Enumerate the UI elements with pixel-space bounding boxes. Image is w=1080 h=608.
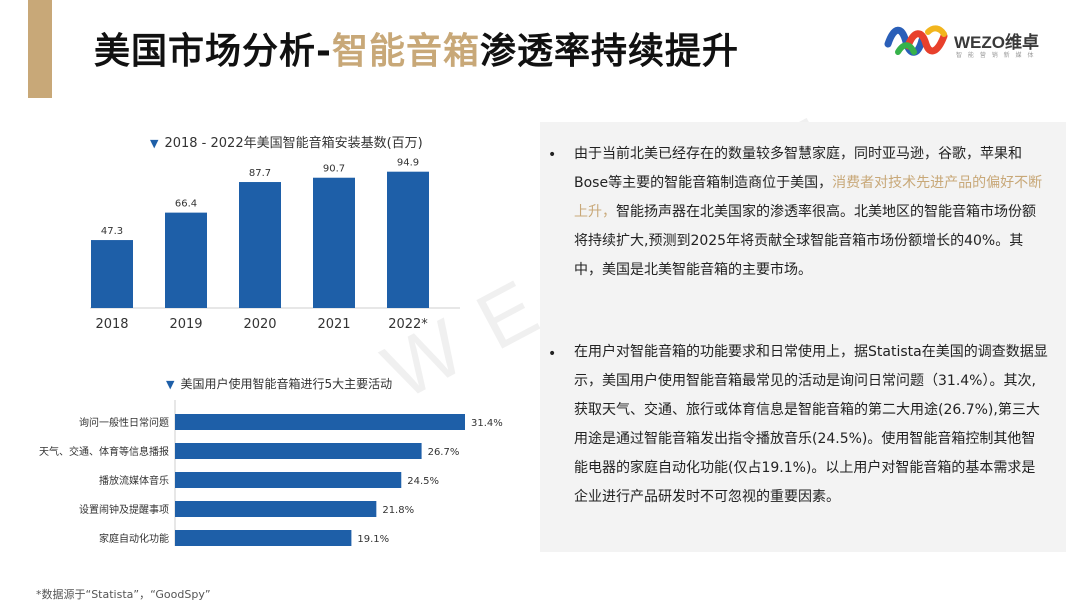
bar bbox=[239, 182, 281, 308]
bar bbox=[91, 240, 133, 308]
x-tick-label: 2021 bbox=[317, 317, 350, 332]
logo-text: WEZO维卓 bbox=[954, 33, 1039, 52]
bar bbox=[387, 171, 429, 308]
data-label: 31.4% bbox=[471, 418, 503, 429]
text-panel: • 由于当前北美已经存在的数量较多智慧家庭，同时亚马逊，谷歌，苹果和Bose等主… bbox=[540, 122, 1066, 552]
x-tick-label: 2018 bbox=[95, 317, 128, 332]
wezo-logo: WEZO维卓 智 能 营 销 新 媒 体 bbox=[884, 22, 1064, 62]
page-title: 美国市场分析-智能音箱渗透率持续提升 bbox=[94, 22, 739, 74]
bar bbox=[175, 501, 377, 517]
data-label: 47.3 bbox=[101, 226, 123, 237]
y-tick-label: 家庭自动化功能 bbox=[99, 532, 169, 545]
y-tick-label: 天气、交通、体育等信息播报 bbox=[39, 445, 169, 458]
title-accent-bar bbox=[28, 0, 52, 98]
data-label: 21.8% bbox=[382, 505, 414, 516]
chart2-title-text: 美国用户使用智能音箱进行5大主要活动 bbox=[180, 377, 393, 391]
data-label: 87.7 bbox=[249, 168, 271, 179]
y-tick-label: 设置闹钟及提醒事项 bbox=[79, 503, 169, 516]
data-label: 90.7 bbox=[323, 164, 345, 175]
bar bbox=[165, 212, 207, 308]
bar bbox=[175, 472, 402, 488]
triangle-down-icon: ▼ bbox=[166, 378, 175, 391]
x-tick-label: 2022* bbox=[388, 317, 428, 332]
bar bbox=[175, 443, 422, 459]
activities-bar-chart: 询问一般性日常问题 31.4% 天气、交通、体育等信息播报 26.7% 播放流媒体音乐 2… bbox=[39, 400, 503, 546]
paragraph-1-part-a: 由于当前北美已经存在的数量较多智慧家庭，同时亚马逊，谷歌，苹果和Bose等主要的… bbox=[574, 146, 1022, 191]
title-suffix: 渗透率持续提升 bbox=[479, 31, 739, 72]
data-label: 24.5% bbox=[407, 476, 439, 487]
installed-base-bar-chart: 47.3 2018 66.4 2019 87.7 2020 90.7 2021 94.9 2022… bbox=[90, 158, 460, 332]
data-label: 94.9 bbox=[397, 158, 419, 169]
y-tick-label: 询问一般性日常问题 bbox=[79, 416, 169, 429]
title-prefix: 美国市场分析- bbox=[94, 31, 332, 72]
paragraph-1: 由于当前北美已经存在的数量较多智慧家庭，同时亚马逊，谷歌，苹果和Bose等主要的… bbox=[574, 140, 1048, 285]
data-label: 26.7% bbox=[428, 447, 460, 458]
chart1-title-text: 2018 - 2022年美国智能音箱安装基数(百万) bbox=[164, 136, 423, 151]
wezo-logo-icon bbox=[884, 25, 948, 56]
logo-subtext: 智 能 营 销 新 媒 体 bbox=[956, 52, 1036, 59]
paragraph-1-highlight: 消费者对技术先进产品的偏好不断上升， bbox=[574, 175, 1043, 220]
footnote: *数据源于“Statista”，“GoodSpy” bbox=[36, 588, 211, 601]
paragraph-2: 在用户对智能音箱的功能要求和日常使用上，据Statista在美国的调查数据显示，… bbox=[574, 344, 1048, 505]
bullet-2: • bbox=[548, 346, 557, 362]
bar bbox=[175, 414, 465, 430]
chart2-title: ▼ 美国用户使用智能音箱进行5大主要活动 bbox=[166, 375, 392, 392]
x-tick-label: 2019 bbox=[169, 317, 202, 332]
chart1-title: ▼ 2018 - 2022年美国智能音箱安装基数(百万) bbox=[150, 132, 423, 151]
bar bbox=[175, 530, 352, 546]
bullet-1: • bbox=[548, 147, 557, 163]
paragraph-1-part-b: 智能扬声器在北美国家的渗透率很高。北美地区的智能音箱市场份额将持续扩大,预测到2… bbox=[574, 204, 1036, 278]
triangle-down-icon: ▼ bbox=[150, 137, 159, 150]
data-label: 66.4 bbox=[175, 199, 197, 210]
x-tick-label: 2020 bbox=[243, 317, 276, 332]
y-tick-label: 播放流媒体音乐 bbox=[99, 474, 169, 487]
title-highlight: 智能音箱 bbox=[331, 31, 480, 72]
data-label: 19.1% bbox=[357, 534, 389, 545]
bar bbox=[313, 177, 355, 308]
